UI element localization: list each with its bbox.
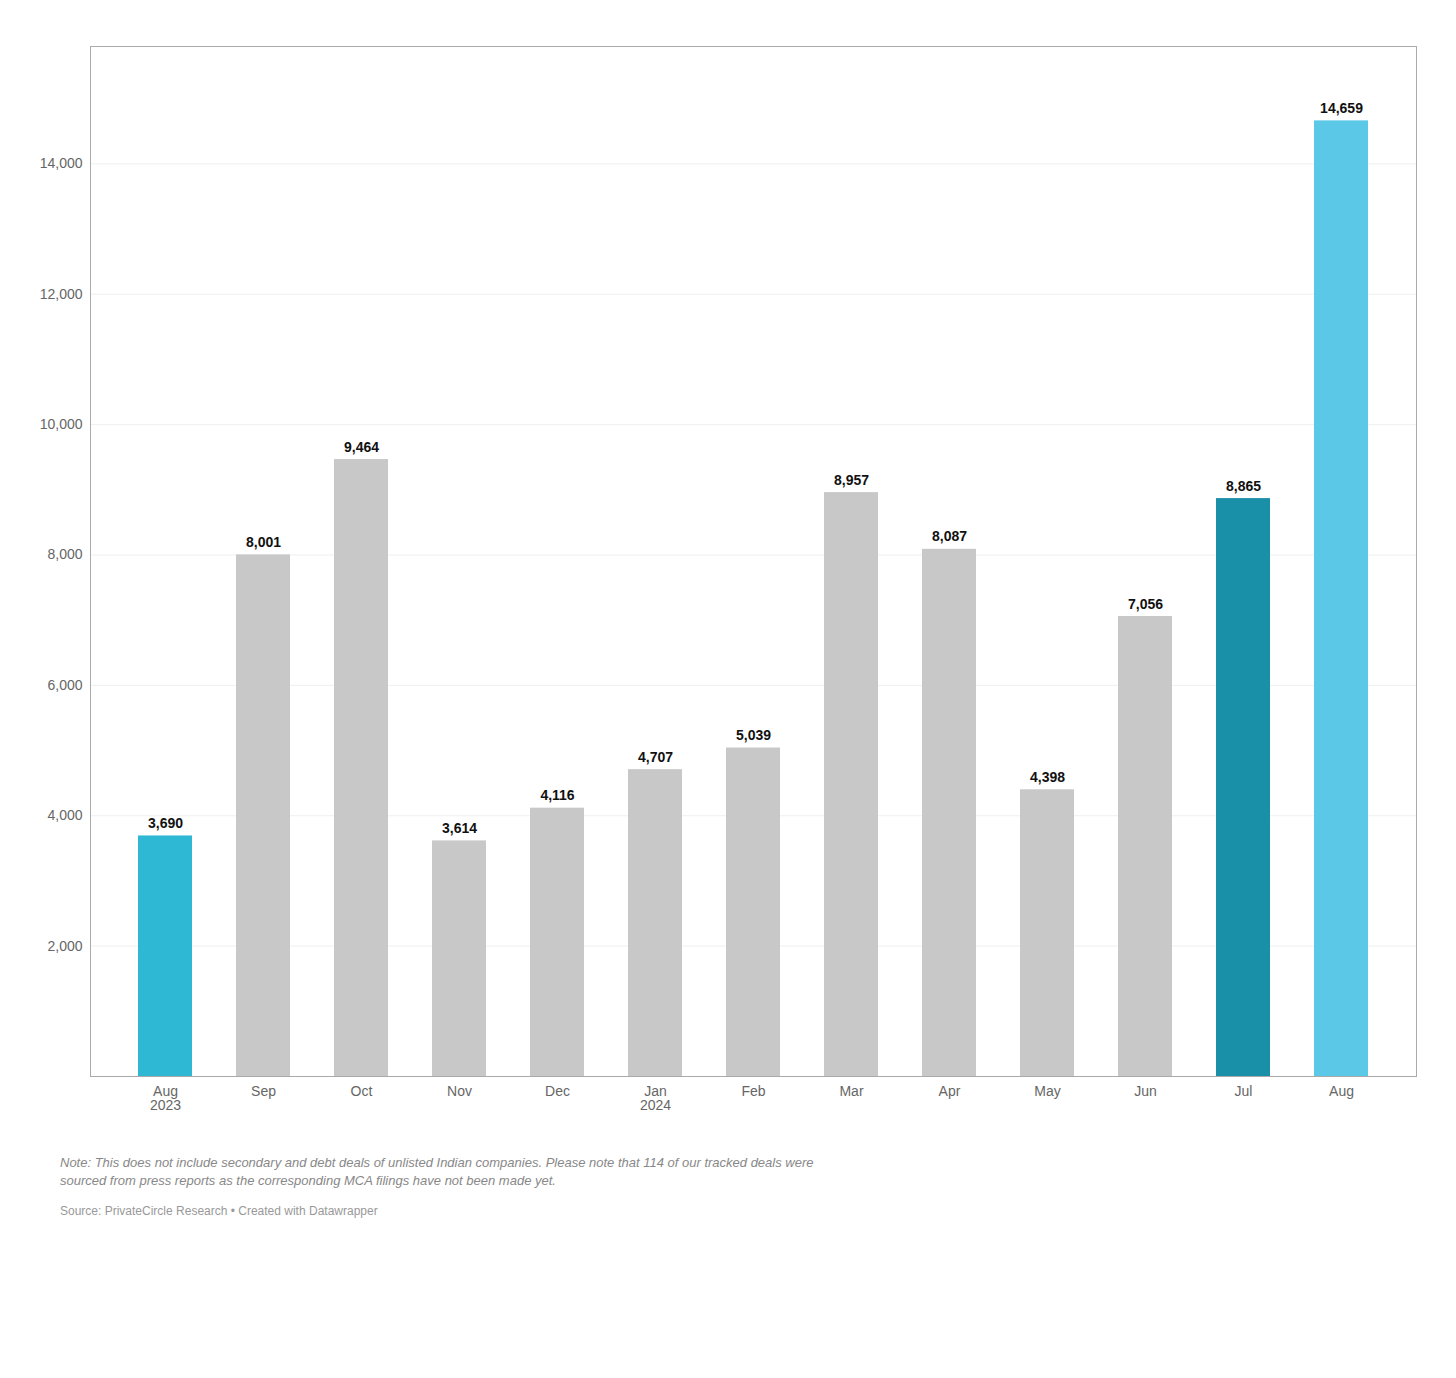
svg-text:May: May: [1034, 1083, 1060, 1099]
svg-text:Dec: Dec: [545, 1083, 570, 1099]
html-text:Source: PrivateCircle Research: Source: PrivateCircle Research • Created…: [60, 1204, 378, 1219]
svg-text:8,001: 8,001: [246, 534, 281, 550]
svg-text:8,957: 8,957: [834, 472, 869, 488]
svg-text:8,000: 8,000: [47, 546, 82, 562]
svg-text:5,039: 5,039: [736, 727, 771, 743]
svg-text:Jun: Jun: [1134, 1083, 1157, 1099]
svg-text:8,865: 8,865: [1226, 478, 1261, 494]
svg-text:14,000: 14,000: [40, 155, 83, 171]
svg-text:Apr: Apr: [939, 1083, 961, 1099]
svg-text:4,000: 4,000: [47, 807, 82, 823]
html-text:Note: This does not include se: Note: This does not include secondary an…: [60, 1155, 814, 1189]
svg-text:Mar: Mar: [839, 1083, 863, 1099]
svg-text:Feb: Feb: [741, 1083, 765, 1099]
svg-text:8,087: 8,087: [932, 528, 967, 544]
svg-text:Oct: Oct: [351, 1083, 373, 1099]
svg-text:Sep: Sep: [251, 1083, 276, 1099]
svg-text:4,398: 4,398: [1030, 769, 1065, 785]
svg-text:3,690: 3,690: [148, 815, 183, 831]
svg-text:2,000: 2,000: [47, 938, 82, 954]
svg-text:10,000: 10,000: [40, 416, 83, 432]
svg-text:Jan2024: Jan2024: [640, 1083, 671, 1113]
svg-text:Jul: Jul: [1235, 1083, 1253, 1099]
svg-text:12,000: 12,000: [40, 286, 83, 302]
svg-text:Aug: Aug: [1329, 1083, 1354, 1099]
svg-text:Nov: Nov: [447, 1083, 472, 1099]
svg-text:Aug2023: Aug2023: [150, 1083, 181, 1113]
svg-text:4,707: 4,707: [638, 749, 673, 765]
svg-text:3,614: 3,614: [442, 820, 477, 836]
svg-text:4,116: 4,116: [540, 787, 574, 803]
svg-text:6,000: 6,000: [47, 677, 82, 693]
svg-text:9,464: 9,464: [344, 439, 379, 455]
svg-text:7,056: 7,056: [1128, 596, 1163, 612]
svg-text:14,659: 14,659: [1320, 100, 1363, 116]
